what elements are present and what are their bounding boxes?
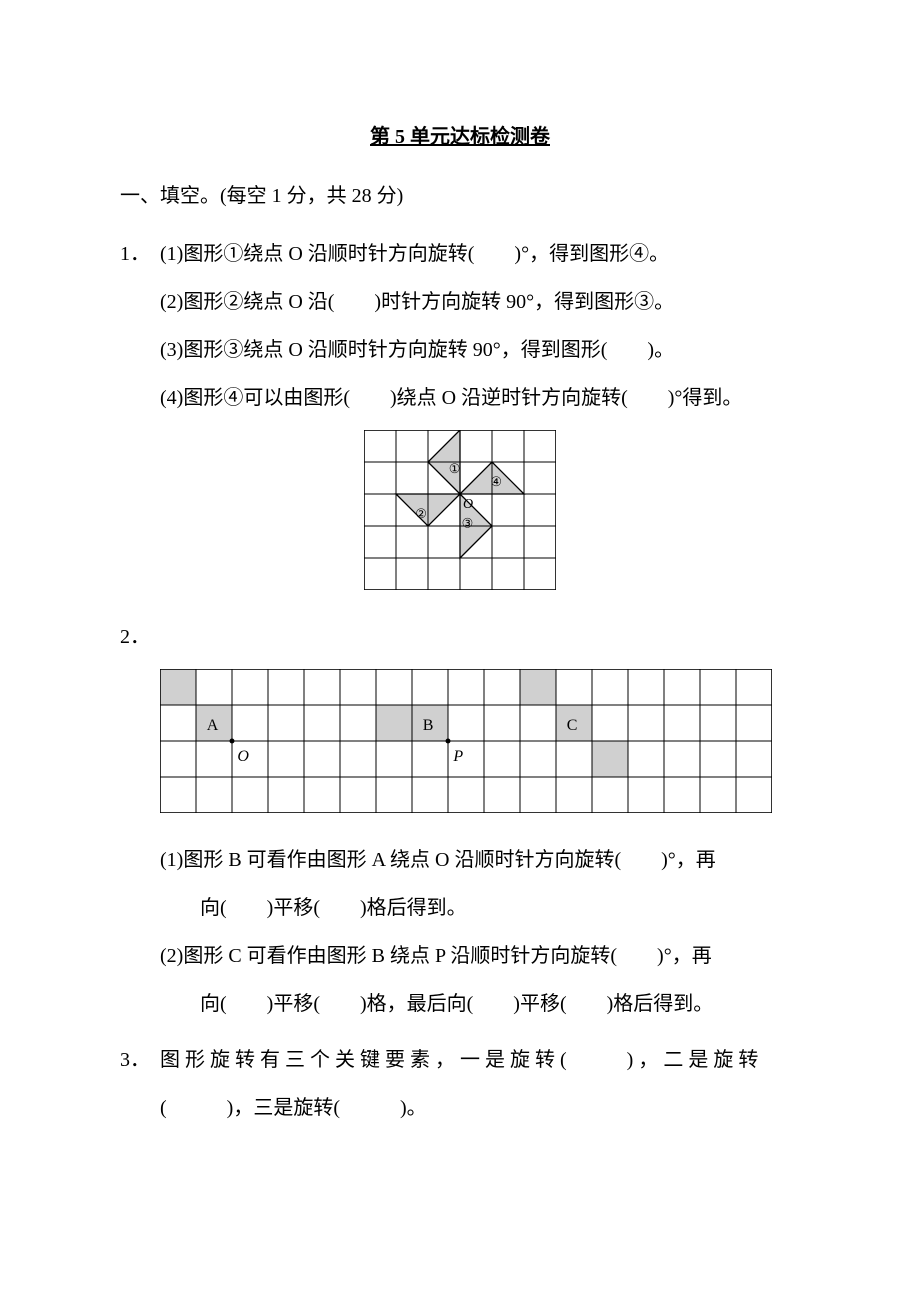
svg-text:②: ②: [415, 506, 427, 521]
q3-line-1: 图 形 旋 转 有 三 个 关 键 要 素 ， 一 是 旋 转 ( ) ， 二 …: [160, 1036, 800, 1084]
question-1: 1． (1)图形①绕点 O 沿顺时针方向旋转( )°，得到图形④。 (2)图形②…: [120, 230, 800, 422]
figure-1-wrap: ① ④ ② ③ O: [120, 430, 800, 595]
question-1-body: (1)图形①绕点 O 沿顺时针方向旋转( )°，得到图形④。 (2)图形②绕点 …: [160, 230, 800, 422]
figure-2: A O B P C: [160, 669, 772, 813]
svg-text:B: B: [423, 717, 434, 734]
svg-text:P: P: [452, 748, 463, 765]
question-1-number: 1．: [120, 230, 160, 422]
q2-part-2a: (2)图形 C 可看作由图形 B 绕点 P 沿顺时针方向旋转( )°，再: [160, 932, 800, 980]
svg-text:④: ④: [490, 474, 502, 489]
exam-page: 第 5 单元达标检测卷 一、填空。(每空 1 分，共 28 分) 1． (1)图…: [0, 0, 920, 1200]
page-title: 第 5 单元达标检测卷: [120, 120, 800, 149]
question-2-body: [160, 613, 800, 661]
question-2-number-blank: [120, 836, 160, 1028]
question-3-body: 图 形 旋 转 有 三 个 关 键 要 素 ， 一 是 旋 转 ( ) ， 二 …: [160, 1036, 800, 1132]
question-2-body-cont: (1)图形 B 可看作由图形 A 绕点 O 沿顺时针方向旋转( )°，再 向( …: [160, 836, 800, 1028]
q2-part-1b: 向( )平移( )格后得到。: [160, 884, 800, 932]
svg-text:O: O: [463, 497, 473, 512]
q1-part-3: (3)图形③绕点 O 沿顺时针方向旋转 90°，得到图形( )。: [160, 326, 800, 374]
q1-part-2: (2)图形②绕点 O 沿( )时针方向旋转 90°，得到图形③。: [160, 278, 800, 326]
section-1-heading: 一、填空。(每空 1 分，共 28 分): [120, 179, 800, 208]
question-2-number: 2．: [120, 613, 160, 661]
q1-part-4: (4)图形④可以由图形( )绕点 O 沿逆时针方向旋转( )°得到。: [160, 374, 800, 422]
question-3-number: 3．: [120, 1036, 160, 1132]
question-2: 2．: [120, 613, 800, 661]
figure-2-wrap: A O B P C: [160, 669, 800, 818]
question-3: 3． 图 形 旋 转 有 三 个 关 键 要 素 ， 一 是 旋 转 ( ) ，…: [120, 1036, 800, 1132]
svg-text:③: ③: [462, 516, 474, 531]
svg-text:C: C: [567, 717, 578, 734]
svg-text:A: A: [207, 717, 219, 734]
q3-line-2: ( )，三是旋转( )。: [160, 1084, 800, 1132]
figure-1: ① ④ ② ③ O: [364, 430, 556, 590]
svg-text:O: O: [237, 748, 249, 765]
question-2-cont: (1)图形 B 可看作由图形 A 绕点 O 沿顺时针方向旋转( )°，再 向( …: [120, 836, 800, 1028]
q1-part-1: (1)图形①绕点 O 沿顺时针方向旋转( )°，得到图形④。: [160, 230, 800, 278]
q2-part-2b: 向( )平移( )格，最后向( )平移( )格后得到。: [160, 980, 800, 1028]
svg-text:①: ①: [449, 461, 461, 476]
q2-part-1a: (1)图形 B 可看作由图形 A 绕点 O 沿顺时针方向旋转( )°，再: [160, 836, 800, 884]
